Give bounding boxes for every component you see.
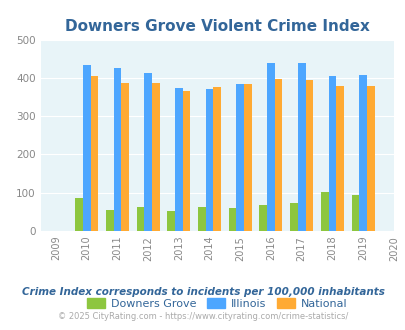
- Bar: [297, 63, 305, 231]
- Bar: [121, 83, 128, 231]
- Bar: [198, 207, 205, 231]
- Bar: [136, 207, 144, 231]
- Bar: [328, 76, 335, 231]
- Bar: [151, 83, 159, 231]
- Bar: [243, 84, 251, 231]
- Bar: [351, 195, 358, 231]
- Bar: [90, 76, 98, 231]
- Bar: [182, 91, 190, 231]
- Title: Downers Grove Violent Crime Index: Downers Grove Violent Crime Index: [65, 19, 369, 34]
- Bar: [213, 87, 220, 231]
- Bar: [236, 84, 243, 231]
- Bar: [106, 210, 113, 231]
- Bar: [75, 198, 83, 231]
- Bar: [290, 203, 297, 231]
- Text: Crime Index corresponds to incidents per 100,000 inhabitants: Crime Index corresponds to incidents per…: [21, 287, 384, 297]
- Bar: [205, 89, 213, 231]
- Bar: [366, 86, 374, 231]
- Bar: [228, 208, 236, 231]
- Bar: [167, 211, 175, 231]
- Bar: [274, 79, 282, 231]
- Bar: [358, 75, 366, 231]
- Legend: Downers Grove, Illinois, National: Downers Grove, Illinois, National: [83, 294, 351, 313]
- Bar: [305, 80, 312, 231]
- Bar: [259, 205, 266, 231]
- Bar: [175, 88, 182, 231]
- Bar: [113, 68, 121, 231]
- Bar: [266, 63, 274, 231]
- Bar: [320, 192, 328, 231]
- Bar: [144, 73, 151, 231]
- Bar: [83, 65, 90, 231]
- Bar: [335, 85, 343, 231]
- Text: © 2025 CityRating.com - https://www.cityrating.com/crime-statistics/: © 2025 CityRating.com - https://www.city…: [58, 312, 347, 321]
